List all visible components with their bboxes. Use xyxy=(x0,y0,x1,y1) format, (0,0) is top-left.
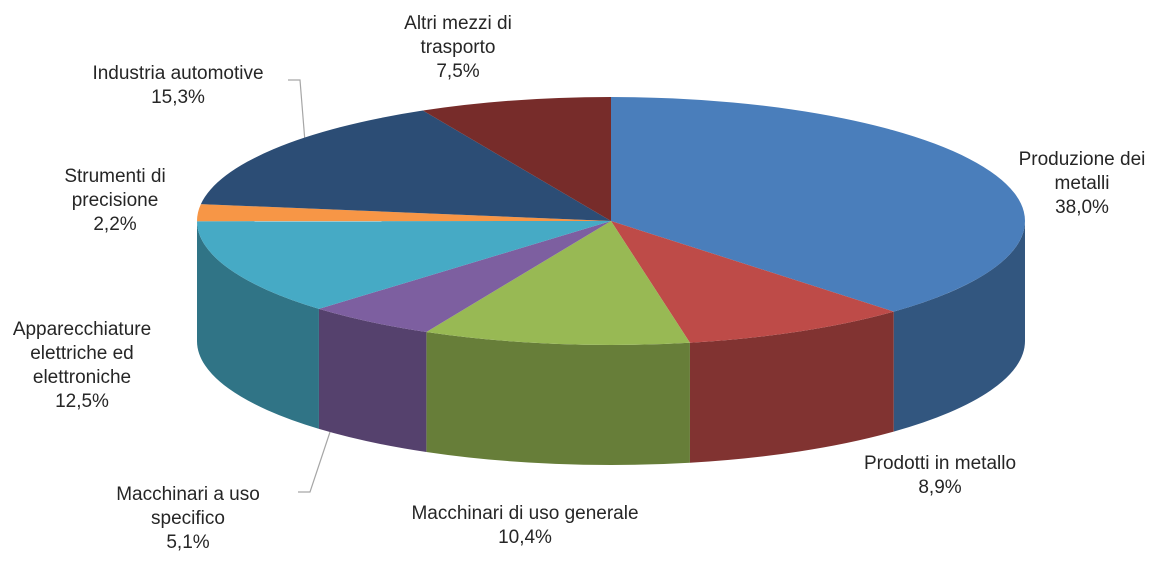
slice-label: Apparecchiature elettriche ed elettronic… xyxy=(2,318,162,414)
slice-label: Produzione dei metalli 38,0% xyxy=(997,148,1166,220)
slice xyxy=(197,221,611,309)
slice-side xyxy=(689,311,894,463)
category-label: Produzione dei metalli xyxy=(1018,149,1146,194)
slice-side xyxy=(893,221,1025,432)
slice-side xyxy=(197,221,319,429)
value-label: 8,9% xyxy=(918,477,962,498)
category-label: Strumenti di precisione xyxy=(64,166,166,211)
value-label: 12,5% xyxy=(55,391,109,412)
value-label: 38,0% xyxy=(1055,197,1109,218)
category-label: Industria automotive xyxy=(92,63,264,84)
sides xyxy=(196,221,1025,466)
slice xyxy=(200,110,611,221)
slice-side xyxy=(318,308,427,452)
slice xyxy=(426,221,690,346)
value-label: 7,5% xyxy=(436,61,480,82)
slice-label: Industria automotive 15,3% xyxy=(63,62,293,110)
slice-label: Strumenti di precisione 2,2% xyxy=(45,165,185,237)
category-label: Macchinari di uso generale xyxy=(411,503,639,524)
slice-label: Altri mezzi di trasporto 7,5% xyxy=(373,12,543,84)
slice xyxy=(611,97,1025,312)
slice xyxy=(611,221,894,343)
category-label: Apparecchiature elettriche ed elettronic… xyxy=(12,319,152,388)
slice-label: Prodotti in metallo 8,9% xyxy=(840,452,1040,500)
slice xyxy=(422,97,611,221)
value-label: 10,4% xyxy=(498,527,552,548)
category-label: Prodotti in metallo xyxy=(863,453,1017,474)
category-label: Altri mezzi di trasporto xyxy=(404,13,512,58)
slice-label: Macchinari a uso specifico 5,1% xyxy=(93,483,283,555)
leader-line xyxy=(288,79,306,143)
slice-label: Macchinari di uso generale 10,4% xyxy=(410,502,640,550)
leader-line xyxy=(298,431,331,493)
value-label: 2,2% xyxy=(93,214,137,235)
tops xyxy=(197,97,1025,346)
value-label: 15,3% xyxy=(151,87,205,108)
slice xyxy=(197,204,611,222)
slice-side xyxy=(426,331,690,466)
slice xyxy=(318,221,611,332)
value-label: 5,1% xyxy=(166,532,210,553)
category-label: Macchinari a uso specifico xyxy=(116,484,260,529)
